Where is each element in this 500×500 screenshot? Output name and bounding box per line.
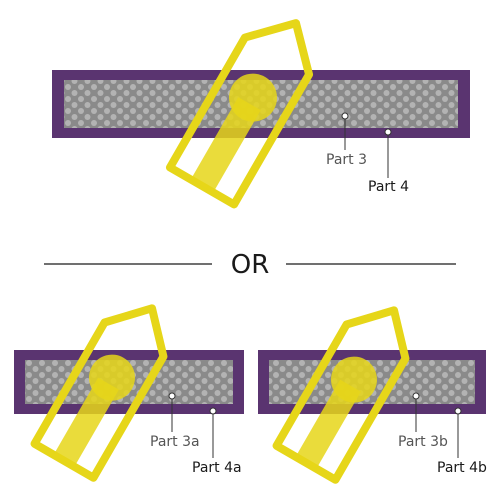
marker-part-4a [209, 407, 217, 415]
tag-hole [229, 73, 277, 122]
bottom-left-assembly: Part 3a Part 4a [14, 304, 244, 482]
tag-hole [331, 356, 377, 403]
marker-part-3b [412, 392, 420, 400]
tag-hole [89, 354, 135, 401]
marker-part-4 [384, 128, 392, 136]
tag-overlay [272, 306, 410, 484]
label-part-3: Part 3 [326, 152, 367, 168]
label-part-3a: Part 3a [150, 434, 200, 450]
tag-neck [53, 377, 119, 467]
tag-overlay [30, 304, 168, 482]
tag-neck [190, 97, 261, 193]
label-part-3b: Part 3b [398, 434, 448, 450]
separator-or-text: OR [231, 250, 270, 280]
tag-overlay [165, 19, 314, 209]
or-separator: OR [44, 250, 456, 280]
bottom-right-assembly: Part 3b Part 4b [258, 306, 487, 484]
marker-part-3 [341, 112, 349, 120]
tag-outline [272, 306, 410, 484]
top-assembly: Part 3 Part 4 [52, 19, 470, 209]
tag-outline [30, 304, 168, 482]
label-part-4b: Part 4b [437, 460, 487, 476]
tag-neck [295, 379, 361, 469]
label-part-4a: Part 4a [192, 460, 242, 476]
marker-part-3a [168, 392, 176, 400]
tag-outline [165, 19, 314, 209]
marker-part-4b [454, 407, 462, 415]
label-part-4: Part 4 [368, 179, 409, 195]
